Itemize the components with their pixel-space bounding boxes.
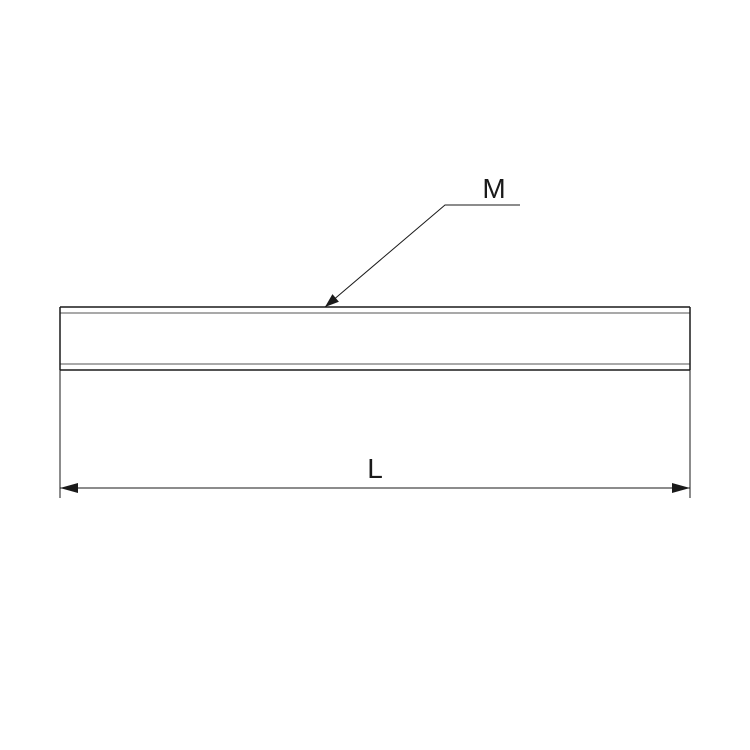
leader-m-label: M	[482, 173, 505, 204]
dim-l-arrow-left	[60, 483, 78, 493]
dim-l-label: L	[367, 453, 383, 484]
leader-m-arrow	[325, 294, 339, 307]
dim-l-arrow-right	[672, 483, 690, 493]
leader-m-line	[325, 205, 520, 307]
